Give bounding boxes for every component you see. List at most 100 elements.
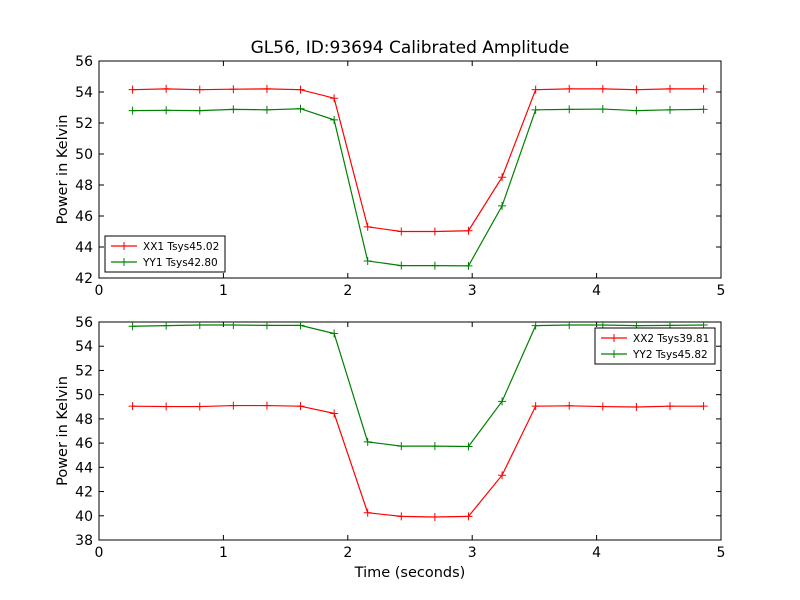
plot1-x-tick-label: 4 <box>592 283 601 299</box>
plot1-series-2-line <box>132 108 704 267</box>
plot1-series-2-point <box>229 105 238 114</box>
plot2-series-2-point <box>430 442 439 451</box>
plot1-series-2-point <box>128 106 137 115</box>
plot1-legend: XX1 Tsys45.02 YY1 Tsys42.80 <box>104 235 226 273</box>
plot2-series-2-point <box>363 437 372 446</box>
plot2-series-1-point <box>531 402 540 411</box>
plot2-y-tick-label: 56 <box>75 315 93 331</box>
plot1-y-tick-label: 54 <box>75 85 93 101</box>
plot2-series-1-point <box>464 512 473 521</box>
plot2-legend-box <box>594 327 716 365</box>
plot1-series-2-point <box>430 261 439 270</box>
plot1-legend-label-2: YY1 Tsys42.80 <box>142 257 218 269</box>
plot2-series-2-line <box>132 324 704 448</box>
plot1-y-axis-label: Power in Kelvin <box>55 115 71 225</box>
plot2-series-2-point <box>195 322 204 330</box>
plot1-series-2-point <box>330 115 339 124</box>
plot2-series-1-point <box>363 508 372 517</box>
plot2-y-tick-label: 54 <box>75 339 93 355</box>
plot1-series-2-point <box>464 261 473 270</box>
plot1-series-2-point <box>632 106 641 115</box>
plot1-series-1-point <box>699 84 708 93</box>
plot2-y-tick-label: 46 <box>75 436 93 452</box>
plot1-y-tick-label: 52 <box>75 116 93 132</box>
plot1-series-2-point <box>565 105 574 114</box>
plot2-legend: XX2 Tsys39.81 YY2 Tsys45.82 <box>594 327 716 365</box>
plot2-x-tick-label: 1 <box>219 545 228 561</box>
plot2-series-2-point <box>330 329 339 338</box>
plot2-series-1-point <box>430 512 439 521</box>
plot1-x-tick-label: 1 <box>219 283 228 299</box>
plot2-x-tick-label: 3 <box>468 545 477 561</box>
plot1-series-2-point <box>665 105 674 114</box>
plot1-series-1-point <box>229 85 238 94</box>
plot2-series-2-point <box>531 322 540 330</box>
plot1-x-tick-label: 5 <box>717 283 726 299</box>
plot1-series-2-point <box>296 104 305 113</box>
plot2-series-1-point <box>128 402 137 411</box>
plot2-series-1-point <box>195 402 204 411</box>
plot1-series-1 <box>128 84 708 236</box>
plot2-series-1-point <box>330 409 339 418</box>
plot2-y-tick-label: 48 <box>75 412 93 428</box>
plot2-series-1-point <box>262 401 271 410</box>
plot1-series-1-point <box>330 94 339 103</box>
plot2-y-tick-label: 40 <box>75 509 93 525</box>
plot1-legend-box <box>104 235 226 273</box>
plot2-legend-label-1: XX2 Tsys39.81 <box>633 333 709 345</box>
chart-title: GL56, ID:93694 Calibrated Amplitude <box>251 38 570 58</box>
plot1-series-1-point <box>598 84 607 93</box>
plot1-series-1-point <box>565 84 574 93</box>
plot1-series-1-line <box>132 88 704 233</box>
plot1-series-2-point <box>531 105 540 114</box>
plot2-x-axis-label: Time (seconds) <box>354 565 466 581</box>
plot1-legend-marker-1 <box>120 242 128 250</box>
plot2-x-tick-label: 4 <box>592 545 601 561</box>
plot1-series-2-point <box>262 105 271 114</box>
plot2-series-1-point <box>229 401 238 410</box>
plot1-series-1-point <box>162 84 171 93</box>
plot2-series-1-point <box>565 401 574 410</box>
plot2-series-1-point <box>397 512 406 521</box>
plot1-y-tick-label: 48 <box>75 178 93 194</box>
plot1-series-1-point <box>363 222 372 231</box>
plot1-series-2-point <box>699 105 708 114</box>
plot2-x-tick-label: 0 <box>95 545 104 561</box>
plot2-series-1-point <box>498 471 507 480</box>
plot2-y-tick-label: 42 <box>75 485 93 501</box>
plot1-series-1-point <box>498 173 507 182</box>
plot2-series-1-point <box>598 402 607 411</box>
plot2-x-tick-label: 2 <box>343 545 352 561</box>
plot1-series-2-point <box>363 256 372 265</box>
plot2-series-2-point <box>162 322 171 330</box>
plot2-series-1-point <box>665 402 674 411</box>
plot2-legend-label-2: YY2 Tsys45.82 <box>632 349 708 361</box>
plot2-legend-marker-1 <box>610 334 618 342</box>
plot1-series-1-point <box>296 85 305 94</box>
plot2-y-tick-label: 44 <box>75 460 93 476</box>
plot1-x-tick-label: 0 <box>95 283 104 299</box>
plot2-series-1-point <box>699 402 708 411</box>
plot1-series-2-point <box>162 106 171 115</box>
plot1-series-1-point <box>397 227 406 236</box>
plot1-series-2 <box>128 104 708 270</box>
plot2-series-2-point <box>128 322 137 331</box>
plot2-series-2-point <box>498 397 507 406</box>
plot1-x-tick-label: 2 <box>343 283 352 299</box>
plot2-y-tick-label: 38 <box>75 533 93 549</box>
plot1-legend-label-1: XX1 Tsys45.02 <box>143 241 219 253</box>
plot1-series-2-point <box>498 201 507 210</box>
plot2-series-2-point <box>229 322 238 330</box>
plot2-y-tick-label: 52 <box>75 363 93 379</box>
plot2-series-1-line <box>132 404 704 518</box>
plot2-series-1 <box>128 401 708 521</box>
plot1-series-1-point <box>665 84 674 93</box>
plot2-legend-marker-2 <box>610 350 618 358</box>
plot2-series-1-point <box>296 402 305 411</box>
plot2-series-2-point <box>565 322 574 330</box>
plot1-series-1-point <box>128 85 137 94</box>
plot2-y-tick-label: 50 <box>75 388 93 404</box>
plot1-series-1-point <box>464 226 473 235</box>
plot2-y-axis-label: Power in Kelvin <box>55 376 71 486</box>
